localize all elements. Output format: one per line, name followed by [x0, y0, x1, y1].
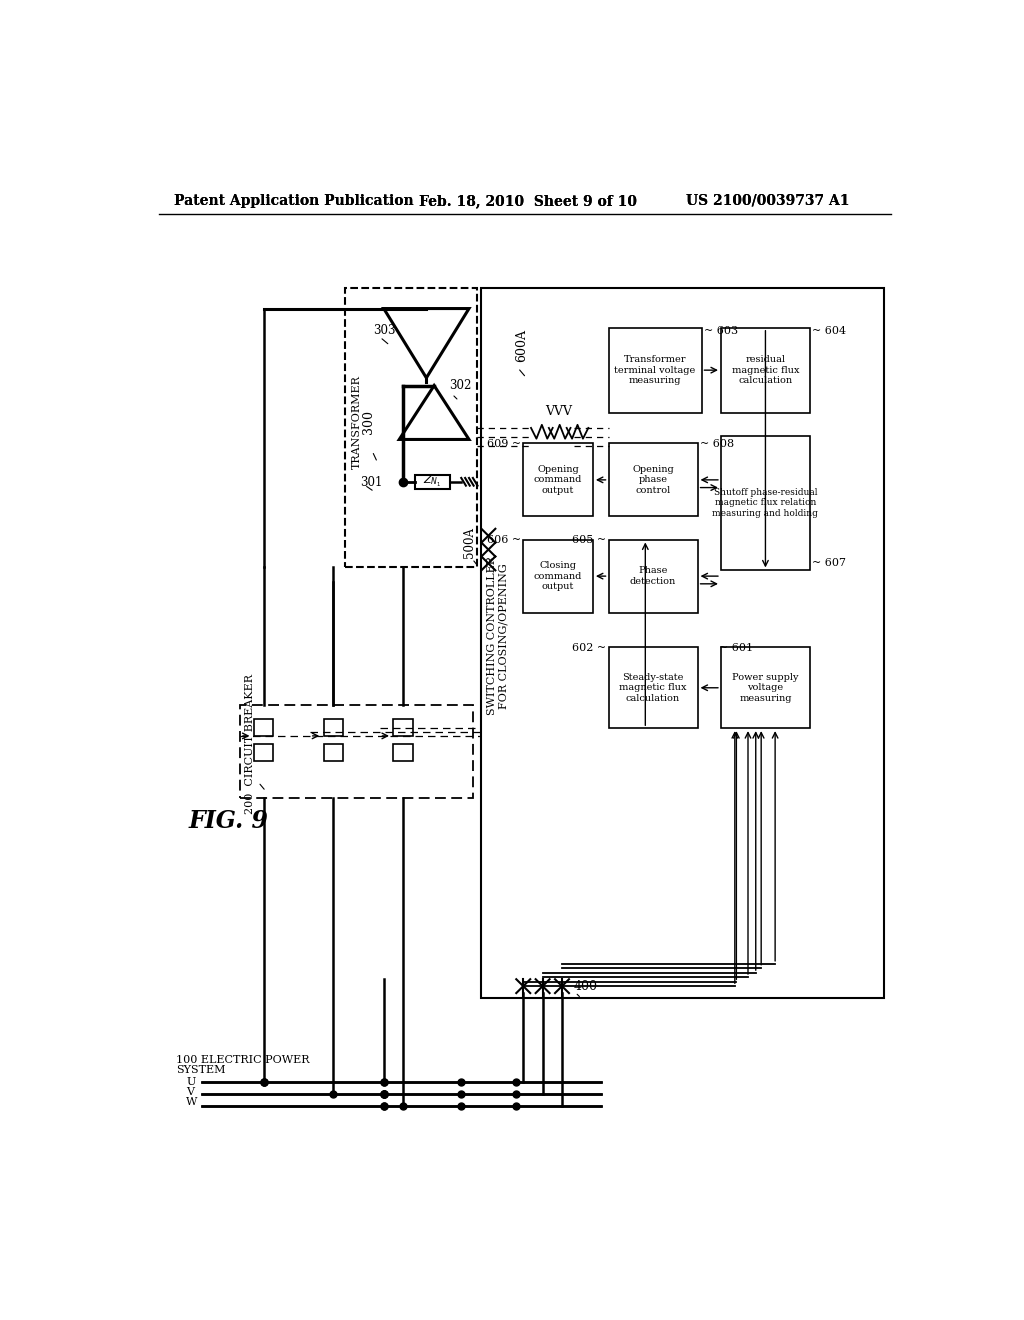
- Text: 500A: 500A: [463, 527, 475, 558]
- Text: US 2100/0039737 A1: US 2100/0039737 A1: [686, 194, 850, 207]
- Bar: [721, 327, 810, 412]
- Text: $Z_{N_1}$: $Z_{N_1}$: [423, 474, 442, 490]
- Bar: [480, 288, 884, 998]
- Text: Shutoff phase-residual
magnetic flux relation
measuring and holding: Shutoff phase-residual magnetic flux rel…: [713, 488, 818, 517]
- Text: VVV: VVV: [546, 405, 572, 418]
- Bar: [608, 540, 697, 612]
- Text: SWITCHING CONTROLLER: SWITCHING CONTROLLER: [487, 556, 498, 715]
- Bar: [721, 436, 810, 570]
- Text: residual
magnetic flux
calculation: residual magnetic flux calculation: [732, 355, 799, 385]
- Text: 602 ~: 602 ~: [572, 643, 606, 653]
- Text: 301: 301: [360, 475, 383, 488]
- Bar: [523, 444, 593, 516]
- Text: Feb. 18, 2010  Sheet 9 of 10: Feb. 18, 2010 Sheet 9 of 10: [419, 194, 637, 207]
- Text: Power supply
voltage
measuring: Power supply voltage measuring: [732, 673, 799, 702]
- Text: V: V: [186, 1086, 195, 1097]
- Text: TRANSFORMER: TRANSFORMER: [351, 375, 361, 469]
- Text: 600A: 600A: [515, 329, 528, 362]
- Bar: [608, 647, 697, 729]
- Text: FOR CLOSING/OPENING: FOR CLOSING/OPENING: [498, 562, 508, 709]
- Text: FIG. 9: FIG. 9: [188, 809, 268, 833]
- Text: 100 ELECTRIC POWER: 100 ELECTRIC POWER: [176, 1055, 309, 1065]
- Bar: [608, 444, 697, 516]
- Text: Closing
command
output: Closing command output: [534, 561, 583, 591]
- Bar: [324, 719, 343, 737]
- Text: W: W: [186, 1097, 198, 1106]
- Text: Transformer
terminal voltage
measuring: Transformer terminal voltage measuring: [614, 355, 695, 385]
- Bar: [324, 743, 343, 760]
- Text: US 2100/0039737 A1: US 2100/0039737 A1: [686, 194, 850, 207]
- Text: 605 ~: 605 ~: [572, 536, 606, 545]
- Text: Opening
command
output: Opening command output: [534, 465, 583, 495]
- Text: Patent Application Publication: Patent Application Publication: [174, 194, 414, 207]
- Text: Patent Application Publication: Patent Application Publication: [174, 194, 414, 207]
- Bar: [393, 743, 413, 760]
- Text: 303: 303: [373, 323, 395, 337]
- Bar: [608, 327, 701, 412]
- Text: ~ 601: ~ 601: [719, 643, 753, 653]
- Bar: [721, 647, 810, 729]
- Text: Feb. 18, 2010  Sheet 9 of 10: Feb. 18, 2010 Sheet 9 of 10: [419, 194, 637, 207]
- Text: 606 ~: 606 ~: [486, 536, 521, 545]
- Bar: [523, 540, 593, 612]
- Text: 200  CIRCUIT BREAKER: 200 CIRCUIT BREAKER: [246, 673, 255, 813]
- Text: 302: 302: [450, 379, 472, 392]
- Bar: [415, 475, 450, 488]
- Text: ~ 604: ~ 604: [812, 326, 847, 337]
- Text: Phase
detection: Phase detection: [630, 566, 676, 586]
- Text: Opening
phase
control: Opening phase control: [632, 465, 674, 495]
- Text: 300: 300: [361, 409, 375, 434]
- Bar: [254, 719, 273, 737]
- Bar: [393, 719, 413, 737]
- Text: 609 ~: 609 ~: [486, 440, 521, 449]
- Text: ~ 607: ~ 607: [812, 558, 846, 569]
- Bar: [241, 705, 473, 797]
- Text: Steady-state
magnetic flux
calculation: Steady-state magnetic flux calculation: [620, 673, 687, 702]
- Text: 400: 400: [573, 979, 598, 993]
- Text: SYSTEM: SYSTEM: [176, 1065, 225, 1076]
- Bar: [254, 743, 273, 760]
- Text: ~ 608: ~ 608: [700, 440, 734, 449]
- Text: ~ 603: ~ 603: [703, 326, 738, 337]
- Bar: [345, 288, 477, 566]
- Text: U: U: [186, 1077, 196, 1086]
